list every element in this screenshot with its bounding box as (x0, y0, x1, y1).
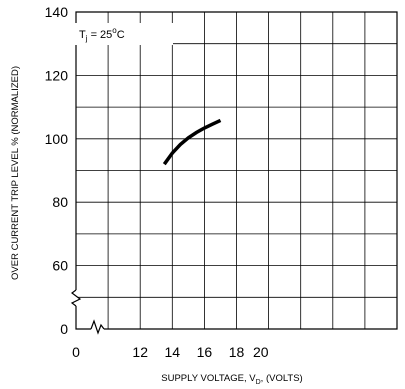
y-tick-label: 140 (45, 4, 69, 20)
x-axis-label: SUPPLY VOLTAGE, VD, (VOLTS) (161, 373, 302, 386)
condition-label-bg (74, 23, 173, 45)
x-tick-label: 20 (253, 344, 269, 360)
x-tick-label: 14 (165, 344, 181, 360)
x-tick-labels: 0 12 14 16 18 20 (72, 344, 269, 360)
y-tick-label: 120 (45, 67, 69, 83)
plot-frame (75, 11, 398, 330)
x-tick-label: 18 (229, 344, 245, 360)
condition-label: Tj = 25oC (79, 26, 125, 43)
y-tick-label: 80 (52, 194, 68, 210)
y-axis-break (70, 289, 82, 307)
y-tick-labels: 0 60 80 100 120 140 (45, 4, 69, 337)
grid (76, 12, 397, 329)
y-tick-label: 0 (60, 321, 68, 337)
x-tick-label: 16 (197, 344, 213, 360)
y-axis-label: OVER CURRENT TRIP LEVEL % (NORMALIZED) (10, 66, 21, 280)
x-tick-label: 12 (132, 344, 148, 360)
series-line (162, 118, 222, 166)
y-tick-label: 100 (45, 131, 69, 147)
x-tick-label: 0 (72, 344, 80, 360)
y-tick-label: 60 (52, 258, 68, 274)
x-axis-break (90, 319, 105, 335)
